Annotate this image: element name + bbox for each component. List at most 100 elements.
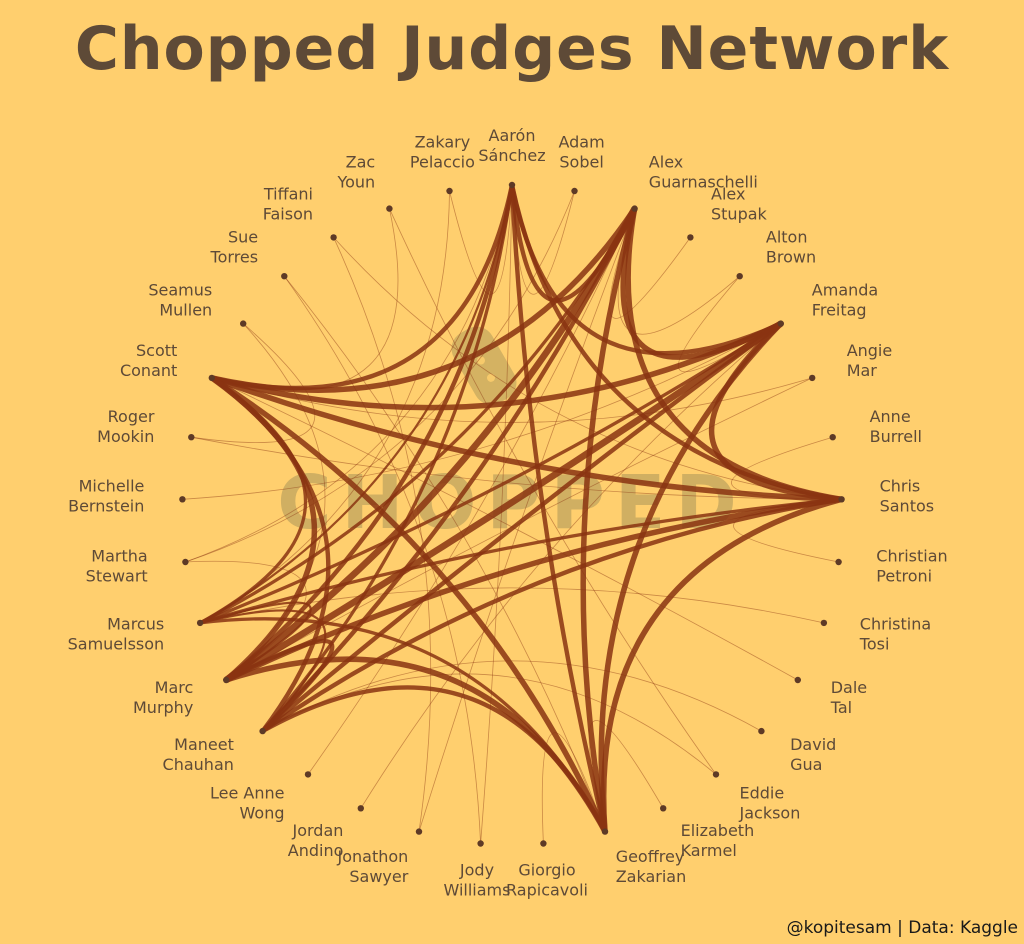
node-label-aaron: Aarón Sánchez [478,126,545,165]
node-elizabeth [660,805,667,812]
edge-alexg-scott [211,207,637,393]
edge-alexg-geoffrey [580,207,638,833]
node-maneet [259,727,266,735]
nodes-layer [179,181,845,847]
node-jody [477,840,484,847]
node-label-martha: Martha Stewart [86,546,148,585]
node-alexs [687,234,694,241]
edge-geoffrey-sue [283,275,606,832]
edge-geoffrey-scott [210,375,608,833]
edge-aaron-jody [480,184,513,844]
edge-amanda-scott [211,321,783,411]
node-label-alton: Alton Brown [766,228,816,267]
node-michelle [179,496,186,503]
node-label-anne: Anne Burrell [870,407,922,446]
node-label-marcus: Marcus Samuelsson [68,614,165,653]
edge-alexg-alton [617,208,740,335]
edge-amanda-geoffrey [598,321,783,832]
node-dale [794,676,801,684]
node-label-elizabeth: Elizabeth Karmel [681,821,755,860]
node-amanda [777,320,784,327]
node-marcus [196,619,204,627]
credit-text: @kopitesam | Data: Kaggle [786,918,1018,938]
edge-aaron-marc [224,184,515,682]
edge-scott-dale [211,377,798,681]
node-label-jordan: Jordan Andino [288,821,344,860]
node-david [758,727,765,735]
node-label-alexs: Alex Stupak [711,184,768,223]
node-christina [820,619,828,627]
edge-amanda-jordan [360,323,782,809]
node-label-seamus: Seamus Mullen [148,281,212,320]
node-label-alexg: Alex Guarnaschelli [649,152,758,191]
node-label-geoffrey: Geoffrey Zakarian [616,847,687,886]
node-jonathon [415,828,423,835]
node-label-michelle: Michelle Bernstein [68,477,144,516]
edge-chris-marc [225,496,842,683]
edge-chris-roger [191,436,842,500]
node-label-maneet: Maneet Chauhan [163,735,234,774]
node-alton [736,273,743,280]
node-anne [829,434,836,441]
node-zac [386,205,393,212]
edge-amanda-michelle [182,323,781,500]
edge-aaron-martha [185,184,513,563]
node-geoffrey [601,828,609,835]
node-label-zakary: Zakary Pelaccio [410,133,475,172]
node-roger [188,434,195,441]
node-jordan [357,805,364,812]
node-label-giorgio: Giorgio Rapicavoli [506,860,588,899]
node-eddie [712,771,720,778]
node-christian [835,558,842,566]
node-label-dale: Dale Tal [830,678,867,717]
edge-aaron-maneet [261,184,514,733]
edge-zac-eddie [389,208,717,775]
edge-alexg-leeanne [307,208,635,775]
edge-chris-marcus [199,497,842,625]
edge-amanda-maneet [261,321,783,733]
edges-layer [182,184,843,844]
node-martha [182,558,189,566]
chart-title: Chopped Judges Network [74,14,950,84]
node-alexg [631,205,638,212]
node-label-angie: Angie Mar [847,341,893,380]
node-marc [223,676,230,684]
node-label-tiffani: Tiffani Faison [263,184,313,223]
node-label-christina: Christina Tosi [859,614,931,653]
node-label-leeanne: Lee Anne Wong [210,783,284,822]
edge-aaron-geoffrey [509,184,608,833]
node-zakary [446,187,453,195]
node-label-scott: Scott Conant [120,341,177,380]
node-angie [809,374,816,382]
node-aaron [508,181,516,189]
node-label-zac: Zac Youn [336,152,375,191]
node-label-chris: Chris Santos [880,477,935,516]
node-label-sue: Sue Torres [210,228,259,267]
edge-seamus-roger [191,323,316,443]
node-label-jonathon: Jonathon Sawyer [337,847,409,886]
edge-chris-maneet [261,497,842,733]
node-leeanne [304,771,312,778]
node-label-marc: Marc Murphy [133,678,193,717]
node-tiffani [330,234,337,241]
node-adam [571,187,578,195]
edge-amanda-marc [224,320,783,683]
node-label-eddie: Eddie Jackson [739,783,801,822]
node-label-david: David Gua [790,735,836,774]
edge-amanda-marcus [199,322,782,625]
node-seamus [240,320,247,327]
edge-chris-geoffrey [601,496,843,832]
node-label-amanda: Amanda Freitag [812,281,878,320]
node-label-christian: Christian Petroni [876,546,947,585]
node-label-roger: Roger Mookin [97,407,155,446]
node-scott [208,374,215,382]
labels-layer: Aarón Sánchez Adam Sobel Alex GuarnaschelliAl… [68,126,948,899]
node-label-adam: Adam Sobel [558,133,604,172]
node-giorgio [540,840,547,847]
edge-adam-martha [185,190,575,563]
edge-chris-scott [210,375,842,503]
node-chris [838,496,845,503]
node-label-jody: Jody Williams [444,860,511,899]
